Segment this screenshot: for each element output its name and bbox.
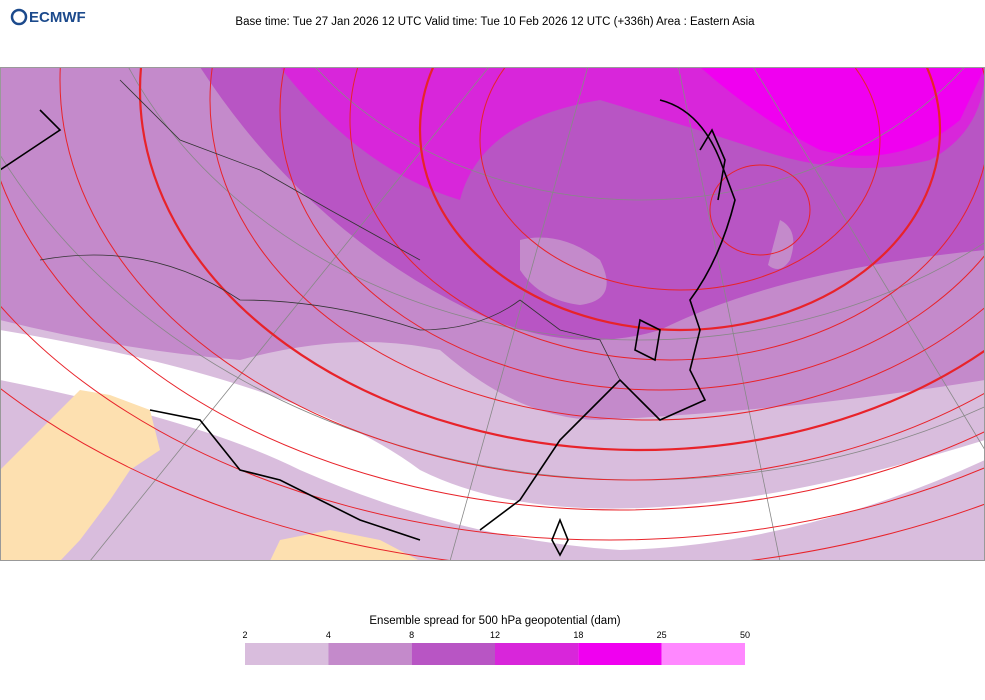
colorbar-segment (661, 643, 745, 665)
borders (39, 79, 621, 381)
map (0, 67, 985, 561)
spread-region (700, 67, 985, 156)
coastline (0, 99, 736, 557)
contours (0, 67, 985, 561)
logo: ECMWF (10, 8, 86, 26)
legend-title: Ensemble spread for 500 hPa geopotential… (369, 615, 620, 627)
land-outside (270, 530, 420, 561)
colorbar-tick-label: 50 (740, 630, 750, 640)
land-outside (0, 390, 160, 561)
colorbar-segment (411, 643, 495, 665)
colorbar-tick-label: 8 (409, 630, 414, 640)
spread-region (0, 380, 985, 561)
colorbar-tick-label: 12 (490, 630, 500, 640)
logo-icon (10, 8, 28, 26)
logo-text: ECMWF (29, 9, 86, 26)
spread-region (768, 220, 794, 269)
colorbar-segment (578, 643, 662, 665)
colorbar-tick-label: 2 (242, 630, 247, 640)
colorbar-segment (328, 643, 412, 665)
colorbar-tick-label: 18 (573, 630, 583, 640)
spread-region (520, 237, 607, 305)
header-title: Base time: Tue 27 Jan 2026 12 UTC Valid … (235, 16, 755, 28)
colorbar-tick-label: 25 (657, 630, 667, 640)
colorbar-tick-label: 4 (326, 630, 331, 640)
legend: 2 4 8 12 18 25 50 (242, 630, 750, 665)
colorbar-segment (495, 643, 579, 665)
colorbar-segment (245, 643, 329, 665)
